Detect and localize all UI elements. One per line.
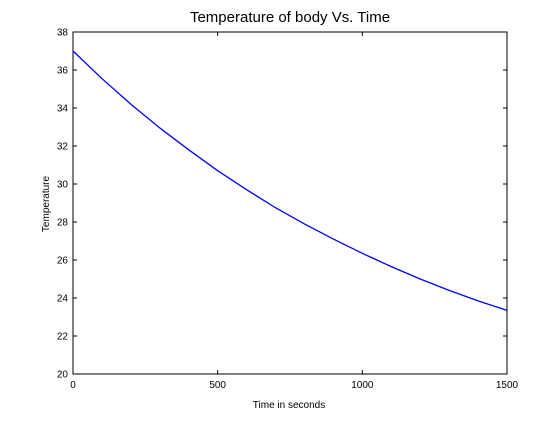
y-axis-label: Temperature [41, 175, 52, 232]
plot-area [72, 31, 508, 375]
x-axis-label: Time in seconds [253, 400, 325, 411]
chart-title: Temperature of body Vs. Time [190, 9, 390, 26]
y-tick-label: 36 [57, 66, 69, 77]
y-tick-label: 30 [57, 180, 69, 191]
temperature-series-line [72, 50, 508, 311]
y-tick-label: 38 [57, 28, 69, 39]
x-axis-ticks: 0 500 1000 1500 [70, 32, 519, 391]
y-tick-label: 32 [57, 142, 69, 153]
y-tick-label: 24 [57, 294, 69, 305]
y-axis-ticks: 20 22 24 26 28 30 32 34 36 38 [57, 28, 507, 381]
y-tick-label: 22 [57, 332, 69, 343]
x-tick-label: 0 [70, 380, 76, 391]
y-tick-label: 34 [57, 104, 69, 115]
y-tick-label: 28 [57, 218, 69, 229]
x-tick-label: 1000 [351, 380, 374, 391]
x-tick-label: 500 [209, 380, 226, 391]
series-group [72, 50, 508, 311]
x-tick-label: 1500 [496, 380, 519, 391]
y-tick-label: 26 [57, 256, 69, 267]
y-tick-label: 20 [57, 370, 69, 381]
